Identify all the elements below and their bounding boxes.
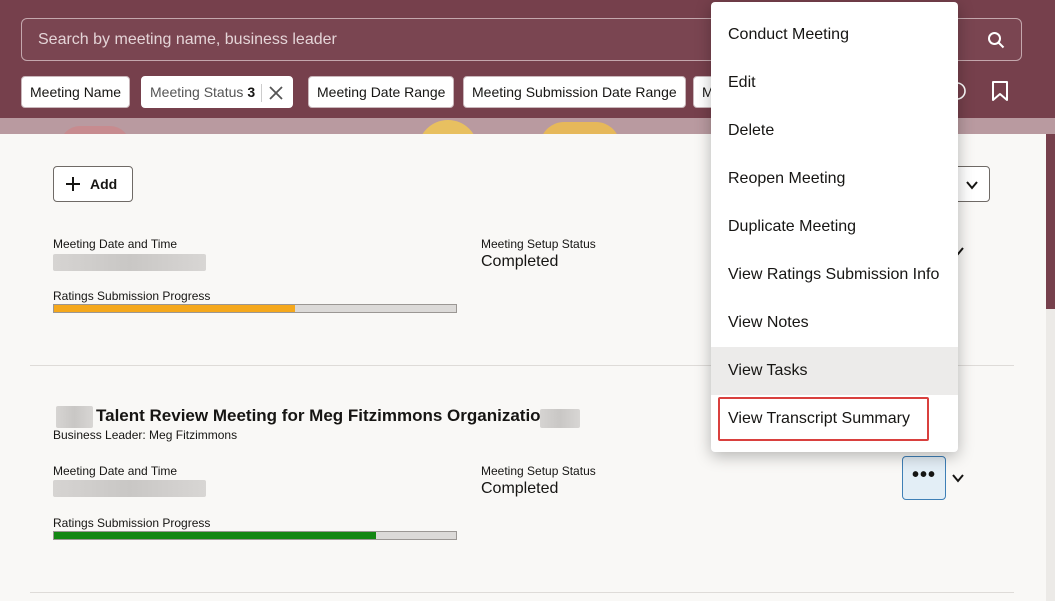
menu-item-view-notes[interactable]: View Notes [728,314,809,331]
filter-chip-meeting-date-range[interactable]: Meeting Date Range [308,76,455,108]
meeting-date-value-redacted [53,480,206,497]
menu-item-view-tasks[interactable]: View Tasks [711,347,958,395]
scrollbar-track[interactable] [1046,309,1055,601]
meeting-date-label: Meeting Date and Time [53,464,178,478]
chevron-down-icon [966,181,978,190]
actions-menu: Conduct Meeting Edit Delete Reopen Meeti… [711,2,958,452]
meeting-title-suffix-redacted [540,409,580,428]
header-decoration-shape [60,126,130,134]
ratings-progress-bar [53,304,457,313]
chip-label: Meeting Name [30,84,122,100]
plus-icon [66,177,80,191]
close-icon[interactable] [268,85,284,101]
filter-chip-meeting-name[interactable]: Meeting Name [21,76,131,108]
menu-item-reopen-meeting[interactable]: Reopen Meeting [728,170,846,187]
chip-label: Meeting Status [150,84,244,100]
add-button[interactable]: Add [53,166,133,202]
meeting-status-label: Meeting Setup Status [481,464,596,478]
menu-item-view-ratings-submission-info[interactable]: View Ratings Submission Info [728,266,940,283]
meeting-status-value: Completed [481,480,559,497]
filter-chip-meeting-status[interactable]: Meeting Status 3 [141,76,294,108]
meeting-title[interactable]: Talent Review Meeting for Meg Fitzimmons… [96,406,562,425]
add-button-label: Add [90,176,118,192]
filter-chip-submission-date-range[interactable]: Meeting Submission Date Range [463,76,686,108]
ratings-progress-label: Ratings Submission Progress [53,516,211,530]
list-divider [30,365,1014,366]
more-actions-button[interactable]: ••• [902,456,946,500]
menu-item-edit[interactable]: Edit [728,74,756,91]
meeting-date-value-redacted [53,254,206,271]
ratings-progress-label: Ratings Submission Progress [53,289,211,303]
chip-label: Meeting Date Range [317,84,446,100]
header-decoration-shape [418,120,478,134]
meeting-status-value: Completed [481,253,559,270]
meeting-status-label: Meeting Setup Status [481,237,596,251]
chip-separator [261,84,263,103]
meeting-date-label: Meeting Date and Time [53,237,178,251]
menu-item-delete[interactable]: Delete [728,122,775,139]
menu-item-conduct-meeting[interactable]: Conduct Meeting [728,26,849,43]
chip-label: Meeting Submission Date Range [472,84,677,100]
menu-item-duplicate-meeting[interactable]: Duplicate Meeting [728,218,857,235]
bookmark-icon[interactable] [989,80,1011,102]
search-placeholder: Search by meeting name, business leader [38,31,337,48]
list-divider [30,592,1014,593]
meeting-title-prefix-redacted [56,406,93,428]
chip-label: M [702,84,714,100]
chip-count-badge: 3 [247,84,256,100]
ratings-progress-fill [54,305,296,312]
ratings-progress-fill [54,532,376,539]
header-decoration-shape [540,122,620,134]
scrollbar-thumb[interactable] [1046,134,1055,309]
chevron-down-icon[interactable] [951,471,965,485]
menu-item-view-transcript-summary[interactable]: View Transcript Summary [728,410,910,427]
search-icon[interactable] [987,31,1005,49]
ratings-progress-bar [53,531,457,540]
business-leader: Business Leader: Meg Fitzimmons [53,428,238,442]
